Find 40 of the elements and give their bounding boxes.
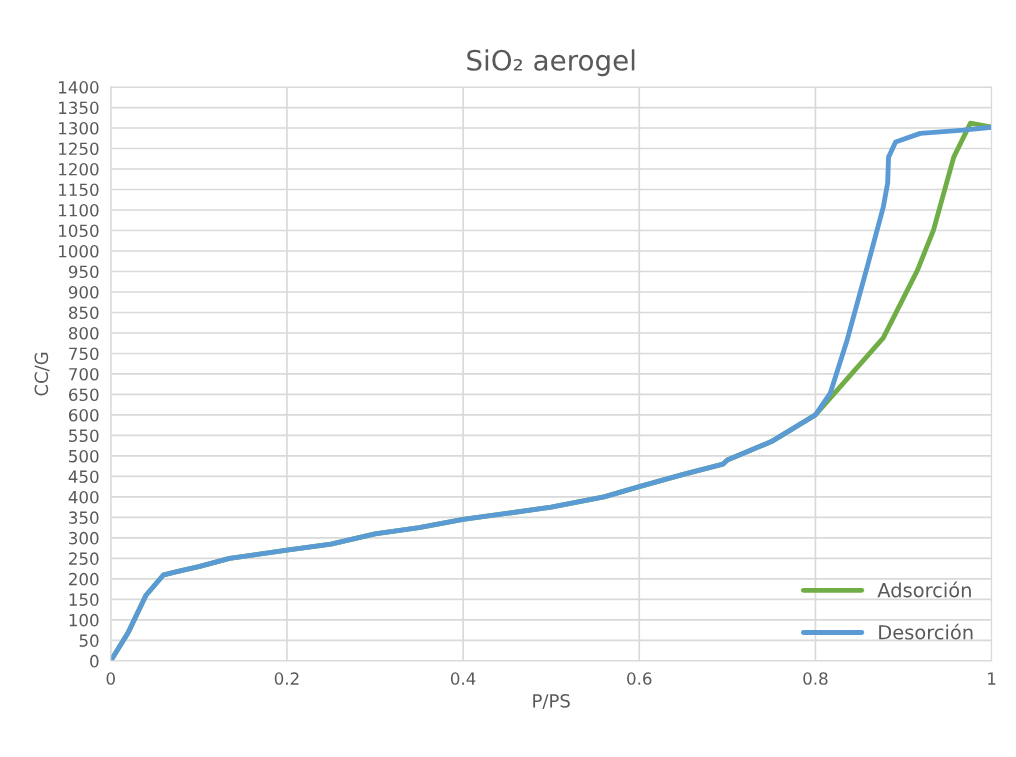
y-tick-label: 600 — [68, 408, 99, 422]
y-tick-label: 650 — [68, 388, 99, 402]
y-tick-label: 350 — [69, 511, 99, 524]
x-tick-label: 0.4 — [450, 672, 476, 685]
x-tick-label: 0.6 — [627, 672, 652, 685]
y-tick-label: 700 — [69, 367, 99, 381]
y-tick-label: 1400 — [59, 81, 99, 94]
chart-title: SiO₂ aerogel — [467, 49, 635, 77]
y-tick-label: 950 — [68, 265, 99, 279]
y-tick-label: 250 — [69, 552, 99, 565]
x-tick-label: 1 — [988, 672, 996, 685]
y-tick-label: 900 — [68, 285, 99, 299]
y-tick-label: 0 — [90, 654, 99, 668]
y-tick-label: 300 — [69, 531, 99, 545]
y-tick-label: 550 — [69, 429, 99, 443]
y-tick-label: 1050 — [59, 224, 99, 238]
y-tick-label: 200 — [69, 572, 99, 586]
y-tick-label: 1000 — [59, 244, 99, 258]
legend-label: Adsorción — [877, 581, 971, 598]
x-tick-label: 0.8 — [803, 672, 828, 685]
y-tick-label: 1100 — [59, 203, 99, 217]
x-tick-label: 0.2 — [274, 672, 299, 685]
y-tick-label: 50 — [79, 634, 99, 647]
y-tick-label: 1150 — [59, 183, 99, 197]
y-tick-label: 100 — [69, 613, 99, 627]
x-axis-title: P/PS — [533, 693, 570, 710]
y-tick-label: 450 — [68, 470, 99, 483]
y-tick-label: 500 — [69, 449, 99, 463]
y-tick-label: 1250 — [59, 142, 99, 156]
y-tick-label: 1350 — [59, 101, 99, 115]
y-tick-label: 400 — [68, 490, 99, 504]
y-tick-label: 1200 — [59, 162, 99, 176]
y-tick-label: 800 — [68, 326, 99, 340]
y-tick-label: 1300 — [59, 122, 99, 135]
y-tick-label: 850 — [68, 306, 99, 320]
y-axis-title: CC/G — [34, 352, 50, 396]
x-tick-label: 0 — [106, 672, 115, 685]
legend-label: Desorción — [879, 623, 973, 640]
y-tick-label: 750 — [69, 347, 99, 361]
y-tick-label: 150 — [69, 593, 99, 606]
